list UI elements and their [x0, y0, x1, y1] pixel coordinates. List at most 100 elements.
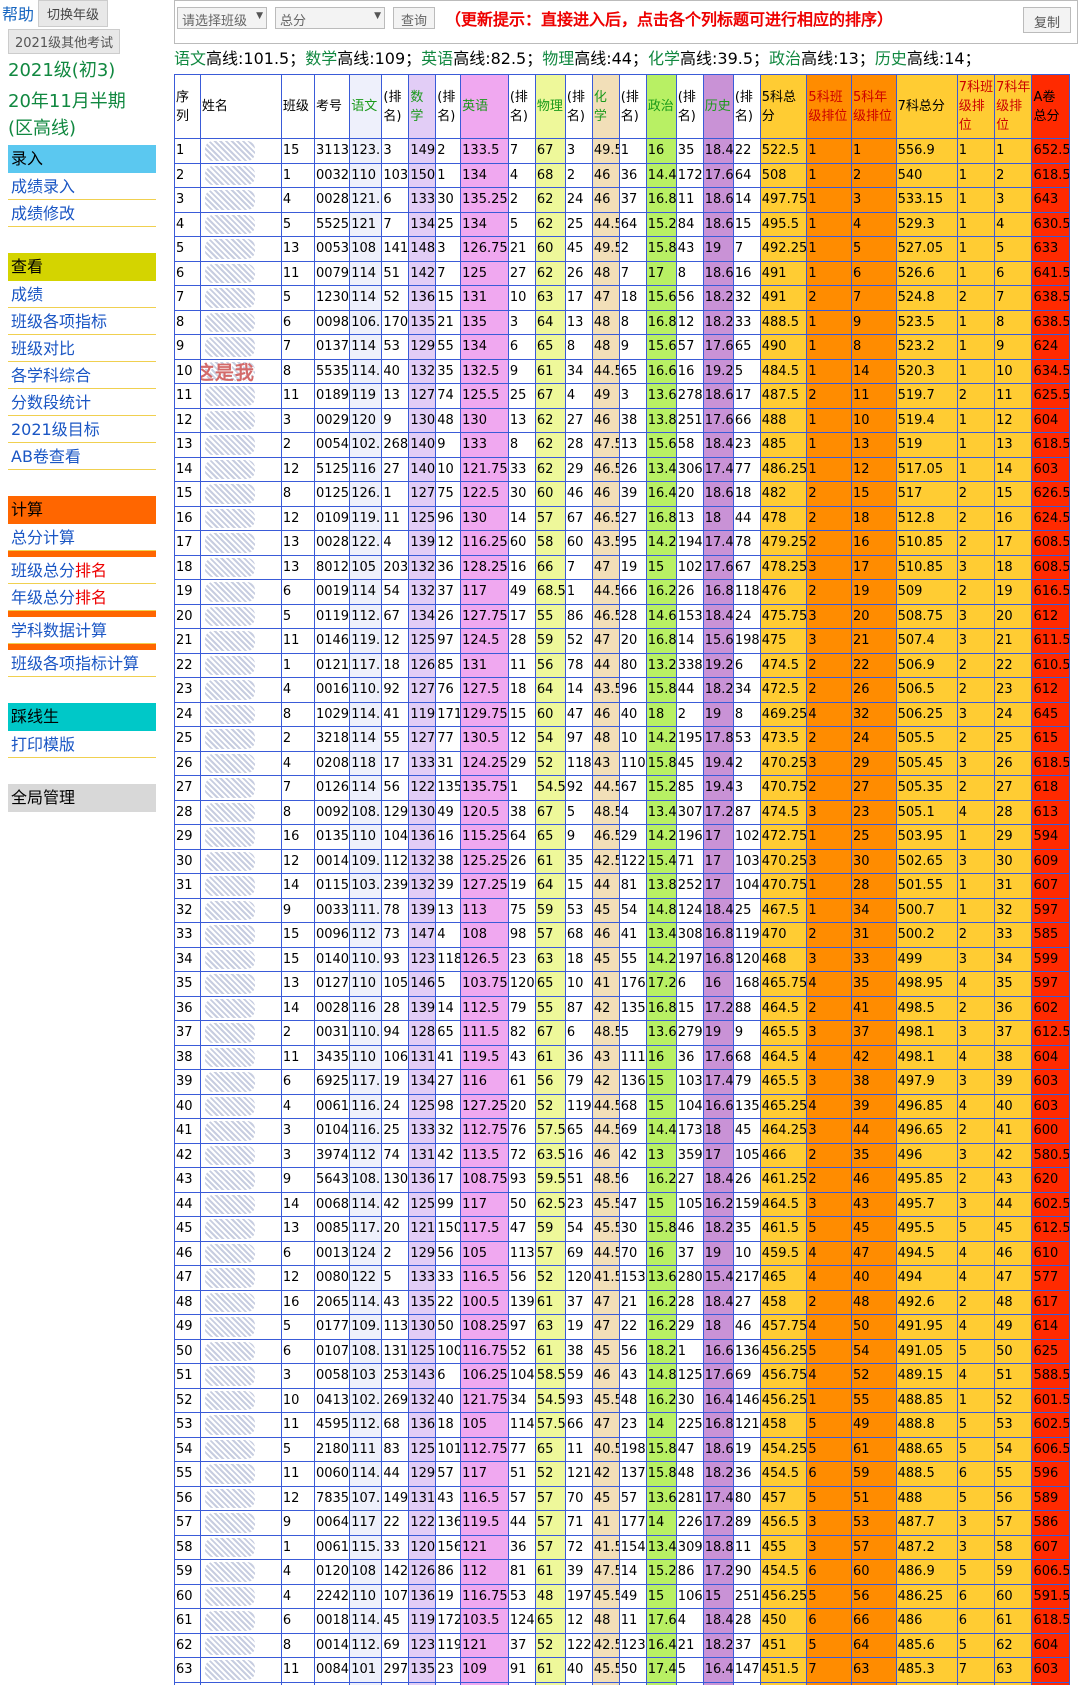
table-cell: 66: [618, 579, 647, 605]
table-cell: 78: [732, 530, 761, 556]
table-cell: 40: [174, 1093, 201, 1119]
column-header[interactable]: 语文: [349, 74, 383, 139]
column-header[interactable]: 序列: [174, 74, 201, 139]
column-header[interactable]: 数学: [408, 74, 437, 139]
table-cell: 12: [564, 1608, 593, 1634]
table-row: 10这是我85535114.54013235132.59613444.56516…: [174, 358, 1070, 384]
class-select[interactable]: 请选择班级 ▼: [177, 7, 267, 29]
column-header[interactable]: 政治: [645, 74, 677, 139]
table-cell: 486.25: [759, 456, 808, 482]
table-cell: 23: [618, 1412, 647, 1438]
table-cell: 0119: [313, 603, 351, 629]
table-cell: 279: [675, 1020, 704, 1046]
copy-button[interactable]: 复制: [1022, 7, 1071, 33]
table-cell: 121.75: [460, 456, 509, 482]
table-cell: 0033: [313, 897, 351, 923]
column-header[interactable]: (排名): [435, 74, 462, 139]
table-cell: 11: [732, 1534, 761, 1560]
menu-item[interactable]: 2021级目标: [8, 416, 156, 443]
table-cell: 197: [564, 1583, 593, 1609]
menu-item[interactable]: 各学科综合: [8, 362, 156, 389]
table-cell: 119: [435, 1632, 462, 1658]
table-cell: 2: [956, 505, 996, 531]
menu-item[interactable]: 班级总分排名: [8, 557, 156, 584]
column-header[interactable]: 姓名: [199, 74, 282, 139]
student-name-cell: [199, 456, 282, 482]
menu-section-title[interactable]: 计算: [8, 496, 156, 524]
column-header[interactable]: 英语: [460, 74, 509, 139]
table-row: 31140115103.523913239127.25196415448113.…: [174, 873, 1070, 899]
table-cell: 72: [507, 1142, 536, 1168]
table-cell: 62: [534, 211, 566, 237]
menu-item[interactable]: 成绩: [8, 281, 156, 308]
table-cell: 108.25: [460, 1314, 509, 1340]
redacted-name: [204, 557, 255, 577]
query-button[interactable]: 查询: [393, 7, 435, 29]
column-header[interactable]: (排名): [507, 74, 536, 139]
menu-item[interactable]: 分数段统计: [8, 389, 156, 416]
table-cell: 18.2: [702, 285, 734, 311]
switch-grade-button[interactable]: 切换年级: [38, 0, 109, 27]
student-name-cell: [199, 1069, 282, 1095]
other-exam-button[interactable]: 2021级其他考试: [8, 29, 121, 54]
score-select[interactable]: 总分 ▼: [275, 7, 385, 29]
menu-section-title[interactable]: 查看: [8, 253, 156, 281]
menu-item[interactable]: 成绩录入: [8, 173, 156, 200]
table-cell: 56: [381, 775, 410, 801]
column-header[interactable]: 历史: [702, 74, 734, 139]
menu-item[interactable]: 总分计算: [8, 524, 156, 551]
menu-item[interactable]: 年级总分排名: [8, 584, 156, 611]
table-cell: 27: [732, 1289, 761, 1315]
student-name-cell: [199, 138, 282, 164]
column-header[interactable]: A卷总分: [1031, 74, 1070, 139]
table-row: 51 3 0058 103 253 143 6 106.25 104 58.5 59 46 43 14.8…: [174, 1363, 1070, 1389]
redacted-name: [204, 606, 255, 626]
table-cell: 2: [806, 726, 853, 752]
column-header[interactable]: 5科总分: [759, 74, 808, 139]
student-name-cell: [199, 1657, 282, 1683]
menu-item[interactable]: 成绩修改: [8, 200, 156, 227]
column-header[interactable]: 化学: [591, 74, 620, 139]
column-header[interactable]: 班级: [280, 74, 315, 139]
menu-item[interactable]: 学科数据计算: [8, 617, 156, 644]
table-cell: 461.25: [759, 1167, 808, 1193]
column-header[interactable]: 考号: [313, 74, 351, 139]
table-cell: 197: [675, 946, 704, 972]
column-header[interactable]: (排名): [618, 74, 647, 139]
table-cell: 45.5: [591, 1387, 620, 1413]
redacted-name: [204, 239, 255, 259]
menu-section-title[interactable]: 录入: [8, 145, 156, 173]
redacted-name: [204, 312, 255, 332]
column-header[interactable]: (排名): [732, 74, 761, 139]
column-header[interactable]: 7科总分: [895, 74, 958, 139]
menu-item[interactable]: 打印模版: [8, 731, 156, 758]
column-header[interactable]: 7科班级排位: [956, 74, 996, 139]
menu-item[interactable]: 班级各项指标: [8, 308, 156, 335]
help-link[interactable]: 帮助: [2, 5, 35, 24]
menu-section-title[interactable]: 踩线生: [8, 703, 156, 731]
column-header[interactable]: 7科年级排位: [994, 74, 1033, 139]
column-header[interactable]: (排名): [564, 74, 593, 139]
menu-section-title[interactable]: 全局管理: [8, 784, 156, 812]
table-cell: 5: [806, 1436, 853, 1462]
table-cell: 31: [174, 873, 201, 899]
table-cell: 65: [534, 1608, 566, 1634]
student-name-cell: [199, 897, 282, 923]
column-header[interactable]: (排名): [381, 74, 410, 139]
table-cell: 1: [956, 334, 996, 360]
table-cell: 451.5: [759, 1657, 808, 1683]
table-cell: 3: [381, 138, 410, 164]
table-cell: 123: [618, 1632, 647, 1658]
table-cell: 100: [435, 1338, 462, 1364]
column-header[interactable]: 物理: [534, 74, 566, 139]
table-cell: 32: [435, 1118, 462, 1144]
redacted-name: [204, 1243, 255, 1263]
column-header[interactable]: 5科年级排位: [851, 74, 897, 139]
menu-item[interactable]: 班级对比: [8, 335, 156, 362]
column-header[interactable]: 5科班级排位: [806, 74, 853, 139]
menu-item-label: 2021级目标: [11, 420, 100, 439]
menu-item[interactable]: AB卷查看: [8, 443, 156, 470]
table-cell: 17: [702, 873, 734, 899]
column-header[interactable]: (排名): [675, 74, 704, 139]
menu-item[interactable]: 班级各项指标计算: [8, 650, 156, 677]
